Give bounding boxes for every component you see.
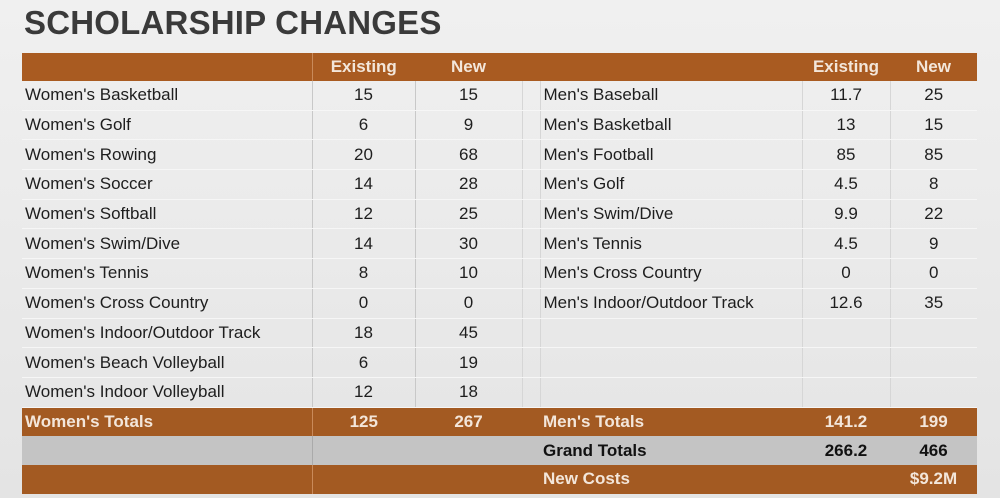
women-existing: 12 bbox=[311, 377, 415, 408]
men-new: 15 bbox=[889, 110, 977, 141]
women-totals-existing: 125 bbox=[311, 407, 415, 437]
table-row: Women's Softball 12 25 Men's Swim/Dive 9.9 22 bbox=[22, 199, 977, 230]
table-row: Women's Swim/Dive 14 30 Men's Tennis 4.5 9 bbox=[22, 228, 977, 260]
men-existing-header: Existing bbox=[802, 53, 890, 81]
women-existing: 14 bbox=[311, 169, 415, 200]
men-totals-label: Men's Totals bbox=[540, 407, 802, 437]
table-row: Women's Indoor Volleyball 12 18 bbox=[22, 377, 977, 408]
men-sport: Men's Basketball bbox=[539, 110, 802, 141]
women-new: 15 bbox=[414, 81, 522, 111]
new-costs-label: New Costs bbox=[540, 464, 802, 494]
men-new: 22 bbox=[889, 199, 977, 230]
men-existing: 9.9 bbox=[801, 199, 890, 230]
women-new: 0 bbox=[414, 288, 522, 319]
women-existing-header: Existing bbox=[311, 53, 415, 81]
grand-totals-row: Grand Totals 266.2 466 bbox=[22, 436, 977, 465]
women-sport: Women's Indoor Volleyball bbox=[22, 377, 312, 408]
women-existing: 0 bbox=[311, 288, 415, 319]
men-new: 8 bbox=[889, 169, 977, 200]
page-title: SCHOLARSHIP CHANGES bbox=[24, 4, 442, 41]
women-sport: Women's Cross Country bbox=[22, 288, 312, 319]
grand-totals-existing: 266.2 bbox=[802, 436, 890, 465]
men-sport: Men's Cross Country bbox=[539, 258, 802, 289]
women-existing: 15 bbox=[311, 81, 415, 111]
men-new-header: New bbox=[890, 53, 977, 81]
table-row: Women's Cross Country 0 0 Men's Indoor/Outd… bbox=[22, 288, 977, 319]
women-new: 19 bbox=[414, 347, 522, 378]
men-existing: 85 bbox=[801, 139, 890, 171]
women-new: 18 bbox=[414, 377, 522, 408]
men-new: 9 bbox=[889, 228, 977, 260]
women-totals-label: Women's Totals bbox=[22, 407, 312, 437]
men-sport: Men's Swim/Dive bbox=[539, 199, 802, 230]
men-sport: Men's Golf bbox=[539, 169, 802, 200]
women-existing: 8 bbox=[311, 258, 415, 289]
grand-totals-new: 466 bbox=[890, 436, 977, 465]
women-sport: Women's Tennis bbox=[22, 258, 312, 289]
women-existing: 20 bbox=[311, 139, 415, 171]
women-existing: 14 bbox=[311, 228, 415, 260]
header-row: Existing New Existing New bbox=[22, 53, 977, 81]
men-new: 85 bbox=[889, 139, 977, 171]
women-sport: Women's Softball bbox=[22, 199, 312, 230]
totals-row: Women's Totals 125 267 Men's Totals 141.2 199 bbox=[22, 407, 977, 437]
women-sport: Women's Swim/Dive bbox=[22, 228, 312, 260]
men-new: 0 bbox=[889, 258, 977, 289]
scholarship-table: Existing New Existing New Women's Basket… bbox=[22, 53, 977, 494]
grand-totals-label: Grand Totals bbox=[540, 436, 802, 465]
men-new: 25 bbox=[889, 81, 977, 111]
women-new-header: New bbox=[415, 53, 522, 81]
women-sport: Women's Golf bbox=[22, 110, 312, 141]
table-row: Women's Rowing 20 68 Men's Football 85 85 bbox=[22, 139, 977, 171]
women-sport: Women's Rowing bbox=[22, 139, 312, 171]
women-totals-new: 267 bbox=[415, 407, 522, 437]
women-new: 30 bbox=[414, 228, 522, 260]
women-existing: 6 bbox=[311, 110, 415, 141]
men-sport: Men's Indoor/Outdoor Track bbox=[539, 288, 802, 319]
table-row: Women's Indoor/Outdoor Track 18 45 bbox=[22, 318, 977, 349]
women-new: 10 bbox=[414, 258, 522, 289]
men-sport: Men's Tennis bbox=[539, 228, 802, 260]
men-existing: 4.5 bbox=[801, 228, 890, 260]
men-existing: 12.6 bbox=[801, 288, 890, 319]
women-sport: Women's Soccer bbox=[22, 169, 312, 200]
women-new: 45 bbox=[414, 318, 522, 349]
men-existing: 0 bbox=[801, 258, 890, 289]
women-new: 28 bbox=[414, 169, 522, 200]
men-sport: Men's Baseball bbox=[539, 81, 802, 111]
men-existing: 11.7 bbox=[801, 81, 890, 111]
new-costs-value: $9.2M bbox=[890, 464, 977, 494]
women-new: 25 bbox=[414, 199, 522, 230]
new-costs-row: New Costs $9.2M bbox=[22, 464, 977, 494]
table-row: Women's Basketball 15 15 Men's Baseball 11.7… bbox=[22, 81, 977, 111]
men-totals-new: 199 bbox=[890, 407, 977, 437]
women-existing: 12 bbox=[311, 199, 415, 230]
table-row: Women's Soccer 14 28 Men's Golf 4.5 8 bbox=[22, 169, 977, 200]
men-existing: 4.5 bbox=[801, 169, 890, 200]
women-sport: Women's Indoor/Outdoor Track bbox=[22, 318, 312, 349]
table-row: Women's Tennis 8 10 Men's Cross Country 0 0 bbox=[22, 258, 977, 289]
women-existing: 6 bbox=[311, 347, 415, 378]
women-new: 9 bbox=[414, 110, 522, 141]
table-row: Women's Beach Volleyball 6 19 bbox=[22, 347, 977, 378]
women-new: 68 bbox=[414, 139, 522, 171]
women-existing: 18 bbox=[311, 318, 415, 349]
men-existing: 13 bbox=[801, 110, 890, 141]
table-row: Women's Golf 6 9 Men's Basketball 13 15 bbox=[22, 110, 977, 141]
men-new: 35 bbox=[889, 288, 977, 319]
men-totals-existing: 141.2 bbox=[802, 407, 890, 437]
men-sport: Men's Football bbox=[539, 139, 802, 171]
women-sport: Women's Beach Volleyball bbox=[22, 347, 312, 378]
women-sport: Women's Basketball bbox=[22, 81, 312, 111]
